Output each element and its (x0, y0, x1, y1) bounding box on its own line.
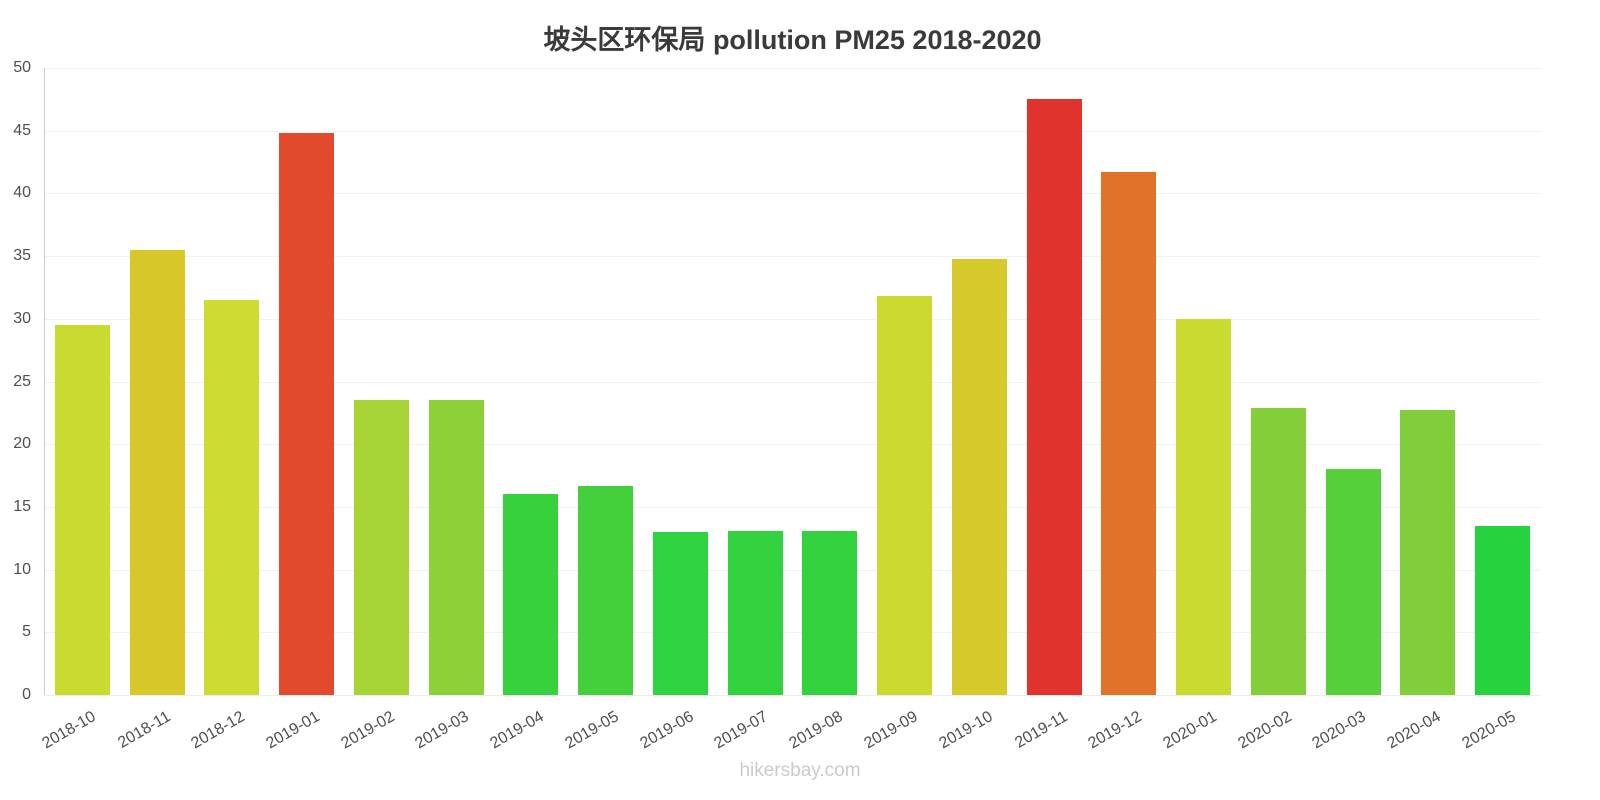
bar-2019-03[interactable] (428, 400, 484, 695)
x-axis-tick-label: 2018-10 (39, 708, 99, 753)
bar-2020-04[interactable] (1400, 410, 1456, 695)
bar-2019-05[interactable] (578, 485, 634, 695)
bar-2019-08[interactable] (802, 530, 858, 695)
bar-2019-09[interactable] (877, 296, 933, 695)
y-axis-tick-label: 5 (22, 623, 31, 641)
x-axis-tick-label: 2020-02 (1235, 708, 1295, 753)
bar-2020-03[interactable] (1325, 469, 1381, 695)
watermark-text: hikersbay.com (739, 760, 861, 781)
gridlines (45, 68, 1540, 695)
gridline (45, 130, 1540, 132)
bar-2020-02[interactable] (1250, 407, 1306, 695)
x-axis-tick-label: 2019-10 (936, 708, 996, 753)
x-axis-tick-label: 2019-12 (1085, 708, 1145, 753)
y-axis-tick-label: 40 (13, 184, 31, 202)
bars (45, 68, 1540, 695)
x-axis-tick-label: 2019-04 (487, 708, 547, 753)
x-axis-line (45, 695, 1540, 696)
y-axis-tick-label: 25 (13, 372, 31, 390)
bar-2019-01[interactable] (279, 133, 335, 695)
gridline (45, 444, 1540, 446)
x-axis-tick-label: 2019-08 (786, 708, 846, 753)
y-axis-tick-label: 45 (13, 121, 31, 139)
bar-2020-05[interactable] (1475, 525, 1531, 695)
gridline (45, 381, 1540, 383)
bar-2020-01[interactable] (1176, 318, 1232, 695)
x-axis-tick-label: 2020-03 (1309, 708, 1370, 753)
x-axis-tick-label: 2018-12 (188, 708, 248, 753)
x-axis-tick-label: 2020-04 (1384, 708, 1444, 753)
x-axis-tick-label: 2020-01 (1160, 708, 1220, 753)
gridline (45, 506, 1540, 508)
x-axis-tick-label: 2019-05 (562, 708, 622, 753)
y-axis-tick-label: 0 (22, 686, 31, 703)
bar-2019-10[interactable] (951, 258, 1007, 695)
gridline (45, 318, 1540, 320)
x-axis-tick-label: 2019-07 (711, 708, 772, 753)
y-axis-tick-label: 30 (13, 309, 31, 327)
y-axis-labels: 0 5 10 15 20 25 30 35 40 45 50 (0, 59, 38, 703)
x-axis-tick-label: 2019-03 (412, 708, 473, 753)
x-axis-tick-label: 2020-05 (1459, 708, 1519, 753)
gridline (45, 569, 1540, 571)
gridline (45, 632, 1540, 634)
chart-title: 坡头区环保局 pollution PM25 2018-2020 (543, 25, 1042, 55)
x-axis-tick-label: 2019-02 (338, 708, 398, 753)
gridline (45, 193, 1540, 195)
gridline (45, 68, 1540, 69)
bar-2019-12[interactable] (1101, 172, 1157, 695)
x-axis-tick-label: 2019-01 (263, 708, 323, 753)
y-axis-tick-label: 50 (13, 59, 31, 76)
y-axis-tick-label: 35 (13, 247, 31, 265)
plot-area (44, 68, 1540, 696)
x-axis-tick-label: 2018-11 (114, 708, 174, 752)
gridline (45, 256, 1540, 258)
y-axis-tick-label: 20 (13, 435, 31, 453)
bar-2018-11[interactable] (129, 249, 185, 695)
y-axis-tick-label: 10 (13, 560, 31, 578)
bar-2018-10[interactable] (54, 325, 110, 695)
x-axis-tick-label: 2019-06 (637, 708, 697, 753)
bar-2019-04[interactable] (503, 494, 559, 695)
y-axis-tick-label: 15 (13, 497, 31, 515)
bar-2019-06[interactable] (652, 531, 708, 695)
x-axis-tick-label: 2019-09 (861, 708, 921, 753)
x-axis-tick-label: 2019-11 (1011, 708, 1071, 752)
bar-2019-02[interactable] (353, 400, 409, 695)
bar-2019-07[interactable] (727, 530, 783, 695)
bar-2019-11[interactable] (1026, 99, 1082, 695)
bar-2018-12[interactable] (204, 300, 260, 695)
y-axis-line (44, 68, 45, 695)
